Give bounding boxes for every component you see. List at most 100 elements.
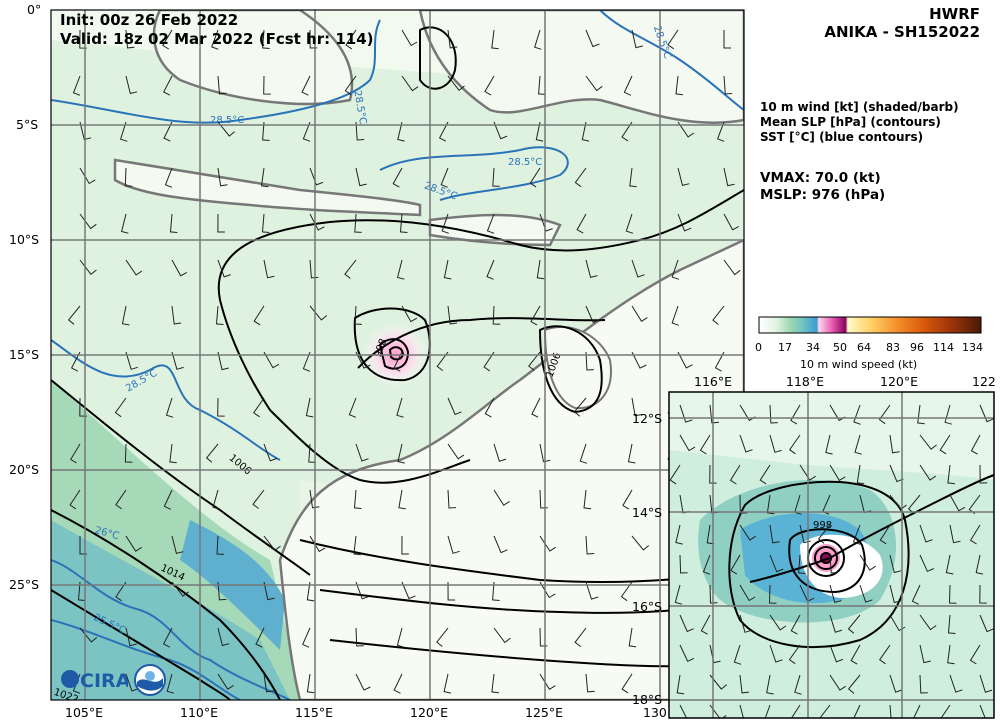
wind-barb bbox=[217, 259, 231, 278]
wind-barb bbox=[163, 489, 173, 510]
wind-barb bbox=[768, 584, 777, 604]
wind-barb bbox=[947, 614, 956, 634]
wind-barb bbox=[216, 535, 224, 555]
wind-barb bbox=[67, 305, 81, 325]
wind-barb bbox=[919, 644, 931, 664]
wind-barb bbox=[675, 75, 683, 96]
wind-barb bbox=[739, 524, 756, 541]
wind-barb bbox=[769, 644, 783, 663]
wind-barb bbox=[945, 554, 954, 575]
wind-barb bbox=[355, 443, 369, 462]
wind-barb bbox=[819, 704, 831, 718]
wind-barb bbox=[302, 121, 311, 142]
wind-barb bbox=[798, 554, 806, 574]
wind-barb bbox=[447, 443, 465, 460]
wind-barb bbox=[447, 581, 456, 601]
colorbar-tick: 17 bbox=[778, 341, 792, 354]
lat-label: 25°S bbox=[9, 577, 40, 592]
inset-lon-label: 116°E bbox=[694, 374, 733, 389]
wind-barb bbox=[79, 627, 98, 643]
model-name: HWRF bbox=[929, 5, 980, 23]
lon-label: 110°E bbox=[180, 705, 219, 720]
wind-barb bbox=[353, 535, 361, 556]
wind-barb bbox=[301, 75, 311, 96]
wind-barb bbox=[436, 351, 449, 371]
lon-label: 105°E bbox=[65, 705, 104, 720]
wind-barb bbox=[574, 167, 587, 188]
wind-barb bbox=[574, 627, 587, 647]
wind-barb bbox=[677, 351, 693, 369]
wind-barb bbox=[675, 524, 683, 545]
wind-barb bbox=[447, 29, 458, 49]
wind-barb bbox=[217, 121, 236, 137]
wind-barb bbox=[889, 704, 892, 718]
wind-barb bbox=[573, 397, 587, 417]
wind-barb bbox=[539, 673, 556, 690]
wind-barb bbox=[625, 213, 634, 234]
wind-barb bbox=[530, 305, 541, 326]
wind-barb bbox=[401, 29, 418, 47]
wind-barb bbox=[306, 673, 315, 694]
vmax-value: VMAX: 70.0 (kt) bbox=[760, 170, 881, 186]
wind-barb bbox=[393, 673, 403, 694]
wind-barb bbox=[829, 584, 842, 604]
wind-barb bbox=[671, 259, 680, 280]
wind-barb bbox=[79, 167, 96, 185]
wind-barb bbox=[679, 704, 695, 718]
wind-barb bbox=[398, 489, 406, 510]
wind-barb bbox=[817, 524, 831, 544]
wind-barb bbox=[217, 75, 227, 95]
wind-barb bbox=[585, 673, 595, 693]
wind-barb bbox=[534, 29, 542, 50]
colorbar-tick: 50 bbox=[833, 341, 847, 354]
wind-barb bbox=[215, 305, 224, 325]
wind-barb bbox=[217, 627, 230, 647]
wind-barb bbox=[354, 305, 362, 325]
wind-barb bbox=[583, 489, 592, 510]
wind-barb bbox=[788, 644, 801, 665]
wind-barb bbox=[396, 259, 405, 280]
wind-barb bbox=[166, 673, 175, 694]
wind-barb bbox=[979, 614, 994, 633]
wind-barb bbox=[712, 305, 725, 325]
wind-barb bbox=[631, 397, 643, 417]
wind-barb bbox=[622, 489, 633, 510]
wind-barb bbox=[443, 259, 452, 280]
wind-barb bbox=[949, 524, 961, 544]
wind-barb bbox=[739, 674, 750, 694]
wind-barb bbox=[483, 351, 495, 372]
wind-barb bbox=[854, 434, 862, 455]
wind-barb bbox=[623, 75, 633, 96]
wind-barb bbox=[447, 305, 458, 325]
wind-barb bbox=[529, 167, 541, 188]
wind-barb bbox=[344, 75, 357, 96]
wind-barb bbox=[979, 674, 993, 693]
wind-barb bbox=[969, 644, 981, 665]
wind-barb bbox=[739, 584, 756, 602]
wind-barb bbox=[947, 464, 955, 485]
wind-barb bbox=[667, 29, 679, 50]
inset-lat-label: 16°S bbox=[632, 599, 663, 614]
wind-barb bbox=[700, 614, 711, 635]
wind-barb bbox=[825, 434, 833, 455]
wind-barb bbox=[262, 29, 270, 49]
inset-map-frame bbox=[668, 391, 995, 719]
wind-barb bbox=[677, 167, 690, 187]
wind-barb bbox=[919, 614, 937, 631]
wind-barb bbox=[392, 167, 403, 188]
legend-slp: Mean SLP [hPa] (contours) bbox=[760, 115, 941, 129]
wind-barb bbox=[309, 305, 328, 321]
wind-barb bbox=[124, 167, 133, 187]
wind-barb bbox=[702, 554, 711, 575]
wind-barb bbox=[309, 259, 319, 279]
wind-barb bbox=[79, 259, 97, 276]
wind-barb bbox=[859, 554, 876, 571]
colorbar-tick: 96 bbox=[910, 341, 924, 354]
wind-barb bbox=[790, 614, 801, 635]
wind-barb bbox=[790, 404, 801, 425]
wind-barb bbox=[441, 213, 449, 234]
wind-barb bbox=[125, 29, 135, 49]
valid-time: Valid: 18z 02 Mar 2022 (Fcst hr: 114) bbox=[60, 30, 374, 48]
wind-barb bbox=[859, 584, 873, 603]
cira-logo: CIRA bbox=[60, 665, 131, 693]
